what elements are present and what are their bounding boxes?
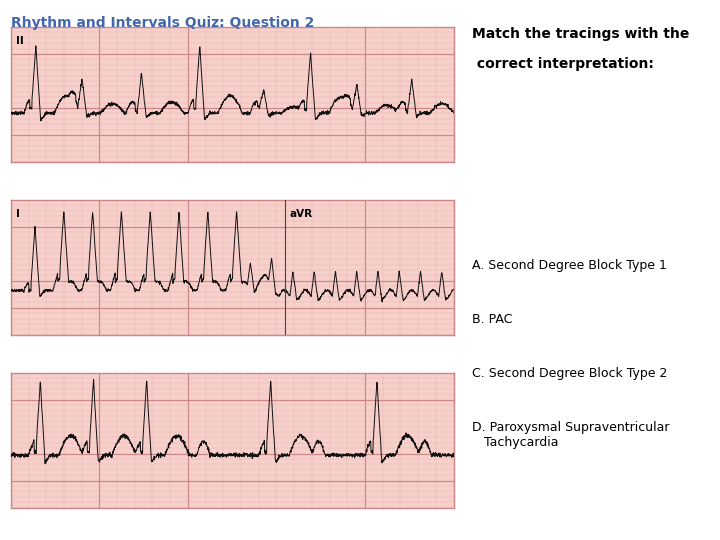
Text: D. Paroxysmal Supraventricular
   Tachycardia: D. Paroxysmal Supraventricular Tachycard… [472,421,669,449]
Text: I: I [16,209,20,219]
Text: C. Second Degree Block Type 2: C. Second Degree Block Type 2 [472,367,667,380]
Text: correct interpretation:: correct interpretation: [472,57,654,71]
Text: Match the tracings with the: Match the tracings with the [472,27,689,41]
Text: A. Second Degree Block Type 1: A. Second Degree Block Type 1 [472,259,667,272]
Text: Rhythm and Intervals Quiz: Question 2: Rhythm and Intervals Quiz: Question 2 [11,16,314,30]
Text: aVR: aVR [289,209,313,219]
Text: II: II [16,36,24,46]
Text: B. PAC: B. PAC [472,313,512,326]
